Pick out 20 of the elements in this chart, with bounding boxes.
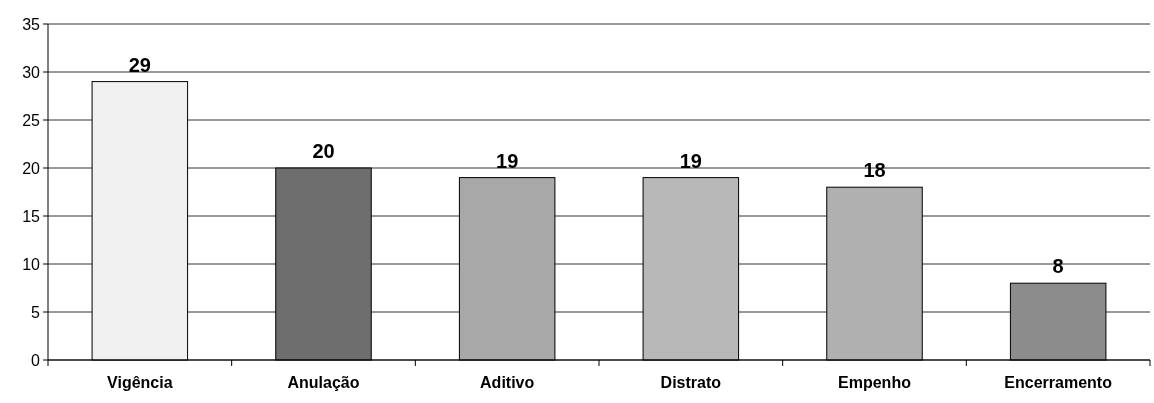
y-tick-label: 35 [22,15,41,33]
data-label: 29 [128,53,151,76]
x-tick-label: Anulação [287,374,360,391]
x-tick-label: Distrato [660,374,722,391]
y-tick-label: 30 [22,63,41,81]
data-label: 20 [312,140,335,162]
data-label: 19 [496,149,519,172]
data-label: 19 [679,149,702,172]
y-tick-label: 0 [31,351,41,369]
x-tick-label: Empenho [838,374,912,391]
y-tick-label: 15 [22,207,41,225]
x-tick-label: Aditivo [480,374,535,391]
data-label: 18 [863,159,886,182]
y-tick-label: 5 [31,303,41,321]
x-tick-label: Vigência [107,374,173,391]
data-label: 8 [1052,255,1064,278]
y-tick-label: 20 [22,159,41,177]
x-tick-label: Encerramento [1004,374,1113,391]
y-tick-label: 10 [22,255,41,273]
y-tick-label: 25 [22,111,41,129]
